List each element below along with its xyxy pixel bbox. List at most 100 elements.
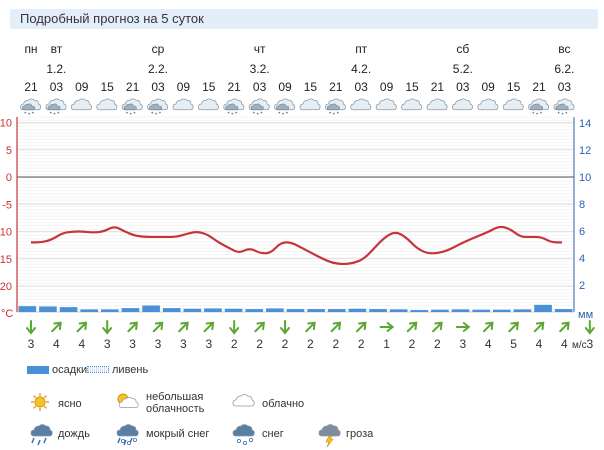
wind-arrow-icon	[203, 321, 215, 333]
day-label: ср	[151, 42, 165, 56]
snowflake-icon	[248, 437, 253, 442]
raindrop-icon	[123, 439, 127, 446]
symbol-label: ясно	[58, 398, 82, 410]
precip-bar	[101, 309, 119, 312]
wind-arrow-icon	[178, 321, 189, 333]
snow-icon	[232, 424, 255, 437]
right-tick-label: 10	[579, 172, 591, 184]
cloudy-snow-icon	[45, 98, 67, 115]
forecast-header: Подробный прогноз на 5 суток	[10, 9, 598, 29]
day-date: 1.2.	[46, 62, 67, 76]
precip-bar	[286, 309, 305, 312]
precip-bar	[80, 309, 99, 312]
symbol-label: гроза	[346, 428, 374, 440]
precip-bar	[492, 309, 511, 312]
hour-label: 21	[125, 80, 140, 94]
wind-arrow-icon	[229, 320, 240, 335]
symbol-label: снег	[262, 428, 284, 440]
cloudy-snow-icon	[528, 98, 550, 115]
wind-speed-label: 2	[231, 337, 238, 351]
cloud-icon	[477, 98, 499, 111]
hour-label: 21	[227, 80, 241, 94]
wind-arrow-icon	[51, 321, 62, 333]
wind-speed-label: 4	[485, 337, 492, 351]
wind-arrow-icon	[455, 322, 471, 332]
raindrop-icon	[31, 437, 35, 444]
hour-label: 09	[176, 80, 191, 94]
day-date: 2.2.	[147, 62, 168, 76]
shower-legend-swatch	[87, 366, 109, 373]
symbol-label: облачно	[262, 398, 305, 410]
cloud-icon	[197, 98, 219, 111]
wind-arrow-icon	[254, 321, 265, 333]
hour-label: 21	[430, 80, 445, 94]
hour-label: 09	[75, 80, 89, 94]
hour-label: 15	[506, 80, 521, 94]
precip-bar	[451, 309, 470, 312]
wind-speed-label: 2	[409, 337, 416, 351]
cloud-icon	[172, 98, 194, 111]
precip-bar	[327, 309, 346, 312]
precip-bar	[389, 309, 408, 312]
precip-bar	[204, 308, 222, 312]
cloudy-snow-icon	[553, 98, 575, 115]
wind-arrow-icon	[379, 322, 395, 332]
wind-arrow-icon	[355, 321, 367, 333]
wind-speed-label: 4	[78, 337, 85, 351]
precip-bar	[513, 309, 532, 312]
precip-bar	[554, 309, 573, 312]
wind-speed-label: 5	[510, 337, 517, 351]
hour-label: 21	[24, 80, 38, 94]
right-tick-label: 6	[579, 226, 585, 238]
hour-label: 03	[252, 80, 267, 94]
hour-label: 09	[379, 80, 394, 94]
wind-speed-label: 4	[536, 337, 543, 351]
plot-area	[17, 117, 574, 312]
left-tick-label: 5	[6, 145, 12, 157]
day-label: вт	[50, 42, 63, 56]
day-label: пт	[355, 42, 368, 56]
cloudy-snow-icon	[20, 98, 42, 115]
sun-icon	[31, 393, 49, 411]
day-label: сб	[456, 42, 470, 56]
snowflake-icon	[242, 440, 247, 445]
day-date: 5.2.	[452, 62, 473, 76]
temperature-line	[30, 225, 562, 266]
precip-legend-swatch	[27, 366, 49, 374]
precip-bar	[307, 309, 325, 312]
cloudy-snow-icon	[324, 98, 346, 115]
hour-label: 21	[329, 80, 343, 94]
wind-speed-label: 3	[155, 337, 162, 351]
wind-arrow-icon	[102, 320, 113, 335]
cloud-icon	[350, 98, 372, 111]
left-tick-label: 0	[6, 172, 12, 184]
precip-bar	[59, 307, 78, 312]
thunder-icon	[318, 424, 341, 437]
precip-bar	[142, 305, 160, 312]
wind-arrow-icon	[280, 320, 290, 335]
day-date: 3.2.	[249, 62, 270, 76]
cloud-icon	[426, 98, 448, 111]
cloud-icon	[375, 98, 397, 111]
wind-speed-label: 2	[434, 337, 441, 351]
precip-bar	[39, 306, 57, 312]
wind-speed-label: 2	[307, 337, 314, 351]
hour-label: 03	[354, 80, 368, 94]
cloud-icon	[451, 98, 473, 111]
cloudy-snow-icon	[248, 98, 270, 115]
snowflake-icon	[132, 437, 137, 442]
precip-bar	[472, 309, 490, 312]
precip-unit-label: мм	[578, 309, 593, 321]
wind-speed-label: 2	[256, 337, 263, 351]
hour-label: 09	[481, 80, 495, 94]
precip-bar	[18, 306, 37, 312]
precip-bar	[224, 308, 243, 312]
wind-arrow-icon	[559, 321, 570, 333]
left-tick-label: -5	[2, 199, 12, 211]
wind-speed-label: 1	[383, 337, 390, 351]
precip-bar	[121, 308, 140, 312]
left-tick-label: -15	[0, 254, 12, 266]
forecast-title: Подробный прогноз на 5 суток	[20, 11, 204, 26]
snowflake-icon	[121, 438, 126, 443]
